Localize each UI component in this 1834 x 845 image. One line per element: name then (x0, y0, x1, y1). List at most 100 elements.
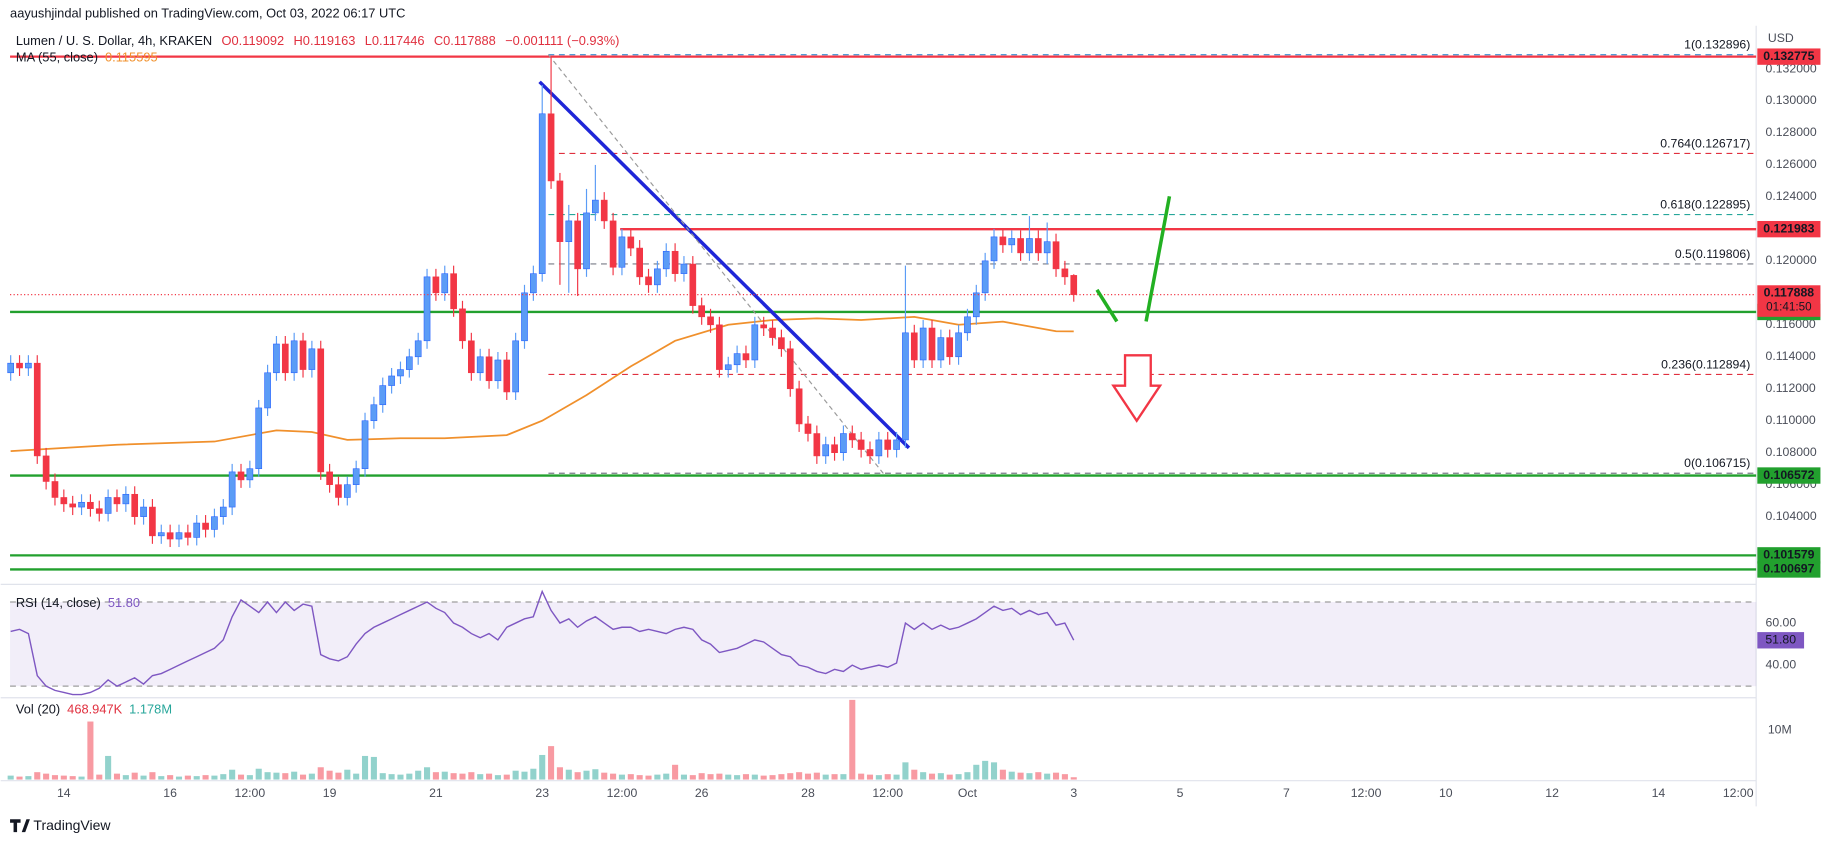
volume-bar (1026, 773, 1033, 780)
volume-bar (964, 772, 971, 780)
candle-body (698, 305, 706, 318)
ohlc-value: C0.117888 (434, 33, 496, 48)
candle-body (219, 506, 227, 517)
price-box-label: 0.106572 (1763, 468, 1814, 482)
candle-body (689, 263, 697, 306)
candle-body (937, 337, 945, 361)
candle-body (122, 493, 130, 505)
candle-body (955, 332, 962, 358)
volume-bar (60, 775, 67, 780)
candle-body (884, 439, 892, 450)
candle-body (78, 501, 85, 508)
volume-bar (361, 755, 369, 780)
candle-body (1026, 238, 1033, 254)
volume-bar (229, 769, 236, 780)
candle-body (928, 327, 936, 361)
candle-body (157, 532, 165, 537)
candle-body (113, 497, 121, 505)
candle-body (857, 439, 865, 450)
candle-body (95, 508, 103, 514)
volume-bar (601, 772, 608, 780)
x-tick-label: 21 (429, 786, 443, 800)
volume-bar (955, 774, 962, 780)
volume-bar (920, 772, 927, 780)
volume-bar (990, 762, 998, 780)
volume-bar (503, 774, 510, 780)
volume-bar (804, 773, 812, 780)
volume-bar (831, 774, 838, 780)
candle-body (69, 503, 77, 508)
volume-bar (884, 774, 891, 780)
candle-body (751, 324, 759, 361)
trendline (538, 80, 911, 450)
candle-body (760, 324, 768, 329)
price-box (1757, 561, 1821, 578)
fib-label: 0.764(0.126717) (1660, 136, 1750, 150)
volume-bar (556, 767, 563, 780)
candle-body (981, 260, 989, 294)
vol-value: 468.947K (67, 702, 122, 717)
candle-body (910, 332, 918, 361)
volume-bar (521, 771, 528, 780)
ma-legend: MA (55, close) 0.115595 (16, 50, 158, 65)
y-tick-label: 0.108000 (1766, 445, 1817, 459)
ohlc-value: −0.001111 (−0.93%) (505, 33, 619, 48)
ohlc-value: H0.119163 (294, 33, 356, 48)
candle-body (875, 439, 883, 457)
candle-body (441, 273, 449, 294)
candle-body (166, 532, 174, 540)
ma-name: MA (55, close) (16, 50, 98, 65)
rsi-line (10, 589, 1075, 696)
volume-bar (441, 771, 448, 780)
volume-bar (299, 774, 307, 780)
candle-body (600, 199, 608, 222)
symbol-line: Lumen / U. S. Dollar, 4h, KRAKEN O0.11909… (16, 33, 620, 48)
volume-bar (406, 773, 413, 780)
x-tick-label: 7 (1283, 786, 1290, 800)
candle-body (51, 481, 59, 498)
ma-line (10, 315, 1074, 453)
volume-bar (16, 776, 23, 780)
volume-bar (539, 754, 546, 780)
volume-bar (999, 769, 1006, 780)
volume-bar (379, 773, 386, 780)
candle-body (972, 292, 980, 318)
candle-body (583, 212, 590, 270)
candle-body (494, 359, 502, 382)
volume-bar (618, 774, 625, 780)
candle-body (1043, 241, 1051, 254)
candle-body (7, 362, 15, 374)
volume-bar (1044, 773, 1051, 780)
candle-body (42, 455, 50, 482)
candle-body (645, 276, 652, 286)
volume-bar (982, 760, 989, 780)
candle-body (149, 506, 156, 537)
candle-body (1017, 238, 1024, 254)
candle-body (636, 247, 643, 278)
volume-bar (742, 774, 750, 780)
candle-body (414, 340, 422, 358)
volume-bar (610, 773, 617, 780)
volume-bar (87, 721, 94, 780)
candle-body (733, 353, 741, 366)
currency: USD (1768, 31, 1794, 45)
candle-body (423, 276, 431, 342)
candle-body (840, 433, 847, 454)
price-box-label: 0.132775 (1763, 49, 1814, 63)
rsi-value: 51.80 (108, 596, 140, 611)
volume-bar (689, 775, 696, 780)
candle-body (485, 356, 493, 382)
volume-bar (220, 774, 227, 780)
x-tick-label: 5 (1177, 786, 1184, 800)
volume-bar (69, 776, 76, 780)
volume-bar (105, 755, 112, 780)
candle-body (786, 348, 794, 390)
candle-body (662, 250, 670, 270)
candle-body (140, 506, 147, 517)
candle-body (618, 236, 626, 268)
volume-bar (113, 773, 121, 780)
volume-bar (778, 774, 785, 780)
volume-bar (512, 770, 519, 780)
candle-body (228, 471, 236, 508)
volume-bar (716, 773, 723, 780)
